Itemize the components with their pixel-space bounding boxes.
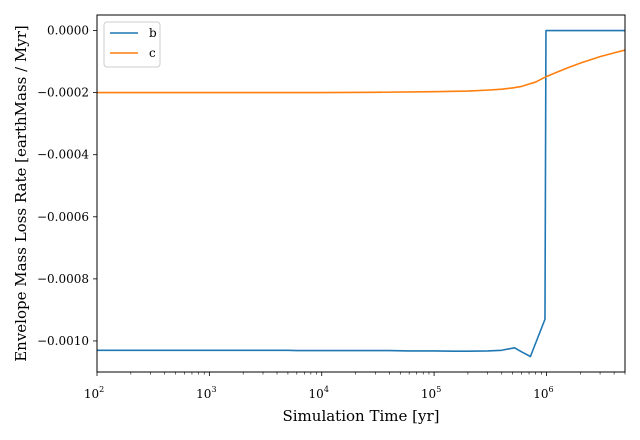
y-tick-label: 0.0000 bbox=[47, 24, 89, 38]
x-tick-label: 102 bbox=[84, 385, 104, 401]
x-axis: 102 103 104 105 106 bbox=[84, 372, 626, 401]
y-tick-label: −0.0010 bbox=[37, 334, 89, 348]
x-tick-label: 105 bbox=[421, 385, 441, 401]
series-layer bbox=[97, 29, 626, 358]
y-tick-label: −0.0002 bbox=[37, 86, 89, 100]
plot-area bbox=[97, 15, 625, 372]
plot-frame bbox=[96, 14, 626, 373]
y-tick-label: −0.0008 bbox=[37, 272, 89, 286]
legend-label-b: b bbox=[149, 26, 157, 40]
x-tick-label: 104 bbox=[309, 385, 329, 401]
x-axis-title: Simulation Time [yr] bbox=[282, 407, 439, 425]
y-tick-label: −0.0004 bbox=[37, 148, 89, 162]
legend: bc bbox=[103, 21, 161, 68]
series-line-c bbox=[97, 49, 626, 94]
y-axis: 0.0000 −0.0002 −0.0004 −0.0006 −0.0008 −0.001… bbox=[37, 24, 97, 348]
x-tick-label: 106 bbox=[533, 385, 553, 401]
series-line-b bbox=[97, 29, 625, 358]
x-tick-label: 103 bbox=[196, 385, 216, 401]
legend-label-c: c bbox=[149, 46, 156, 60]
y-tick-label: −0.0006 bbox=[37, 210, 89, 224]
y-axis-title: Envelope Mass Loss Rate [earthMass / Myr… bbox=[12, 25, 30, 362]
